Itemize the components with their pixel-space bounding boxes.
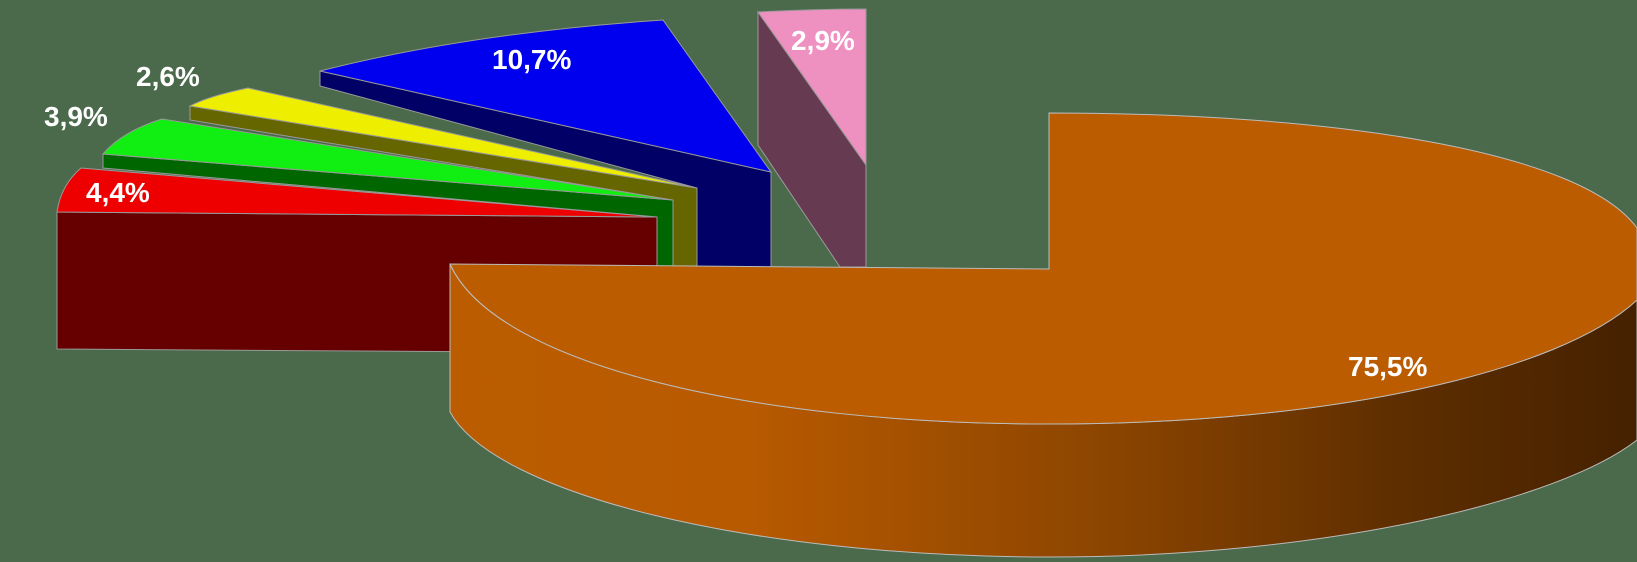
slice-75-5-top bbox=[449, 112, 1637, 425]
slice-2-6-top bbox=[188, 87, 698, 189]
label-3-9: 3,9% bbox=[44, 101, 108, 132]
label-2-6: 2,6% bbox=[136, 61, 200, 92]
slice-4-4-top bbox=[56, 167, 658, 218]
slice-3-9-top bbox=[102, 118, 674, 201]
slice-2-9 bbox=[757, 8, 867, 268]
slice-10-7-top bbox=[319, 19, 773, 173]
slice-75-5 bbox=[449, 112, 1637, 558]
label-4-4: 4,4% bbox=[86, 177, 150, 208]
label-10-7: 10,7% bbox=[492, 44, 571, 75]
label-2-9: 2,9% bbox=[791, 25, 855, 56]
slice-2-9-top bbox=[757, 8, 867, 167]
label-75-5: 75,5% bbox=[1348, 351, 1427, 382]
